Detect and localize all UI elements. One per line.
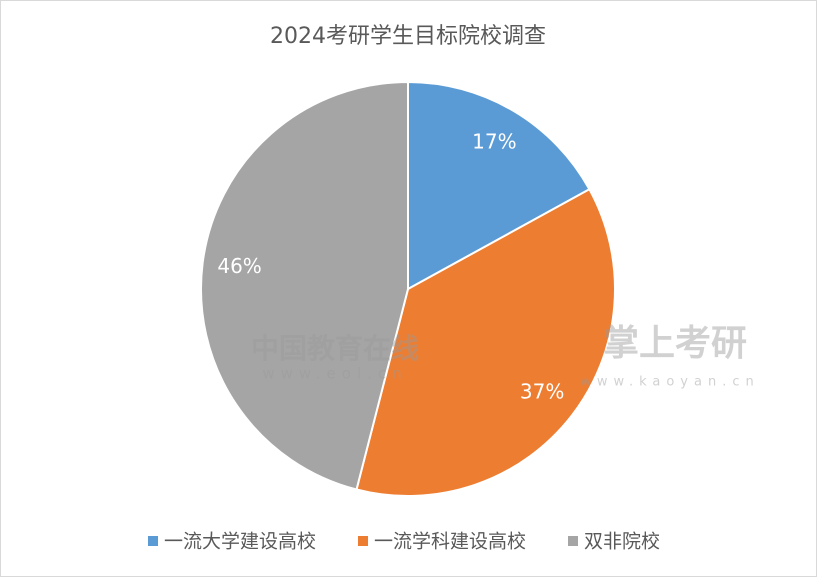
pie-slice [355, 187, 616, 497]
pie-slice [407, 80, 591, 291]
data-label: 37% [520, 380, 564, 404]
legend-label: 双非院校 [584, 531, 660, 553]
watermark: www.eol.cn [262, 365, 407, 383]
watermark: 中国教育在线 [251, 332, 419, 365]
legend-label: 一流学科建设高校 [374, 531, 526, 553]
data-label: 17% [472, 129, 516, 153]
legend-swatch [148, 536, 158, 546]
watermark: www.kaoyan.cn [580, 375, 759, 390]
legend-swatch [568, 536, 578, 546]
pie-slice [200, 80, 409, 491]
data-label: 46% [217, 254, 261, 278]
watermark: 掌上考研 [603, 323, 747, 364]
legend-label: 一流大学建设高校 [164, 531, 316, 553]
chart-title: 2024考研学生目标院校调查 [270, 24, 546, 49]
legend-swatch [358, 536, 368, 546]
